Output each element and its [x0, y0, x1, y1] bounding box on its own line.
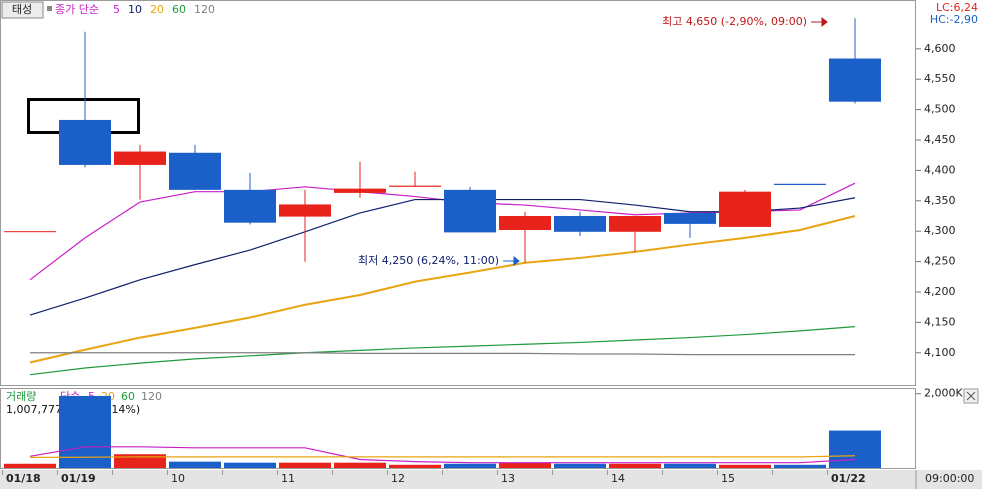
high-annotation: 최고 4,650 (-2,90%, 09:00): [662, 15, 807, 28]
volume-bar: [829, 430, 881, 468]
volume-bar: [389, 464, 441, 468]
volume-bar: [334, 462, 386, 468]
volume-bar: [664, 463, 716, 468]
candle-body: [554, 215, 606, 232]
legend-entry: 5: [113, 3, 120, 16]
x-tick-label: 01/19: [61, 472, 96, 485]
x-tick-label: 15: [721, 472, 735, 485]
y-tick-label: 4,500: [924, 103, 956, 116]
candle-body: [829, 58, 881, 102]
x-tick-label: 13: [501, 472, 515, 485]
x-tick-label: 10: [171, 472, 185, 485]
volume-bar: [224, 462, 276, 468]
candle-body: [719, 191, 771, 227]
y-tick-label: 4,350: [924, 194, 956, 207]
candle-body: [774, 183, 826, 185]
ma-line: [29, 455, 856, 458]
candle-body: [59, 119, 111, 165]
volume-bar: [279, 462, 331, 468]
symbol: 태성: [12, 3, 32, 16]
y-tick-label: 4,600: [924, 42, 956, 55]
y-tick-label: 4,200: [924, 285, 956, 298]
candle-body: [389, 185, 441, 187]
collapse-icon: [966, 391, 976, 401]
volume-bar: [59, 395, 111, 468]
hc-label: HC:-2,90: [930, 13, 978, 26]
y-tick-label: 4,450: [924, 133, 956, 146]
ma-line: [29, 197, 856, 316]
volume-bar: [444, 463, 496, 468]
high-arrow: [811, 16, 828, 28]
lc-label: LC:6,24: [936, 1, 978, 14]
x-tick-label: 01/22: [831, 472, 866, 485]
ma-line: [29, 326, 856, 376]
x-tick-label: 12: [391, 472, 405, 485]
candle-body: [609, 215, 661, 232]
candle-body: [444, 189, 496, 233]
legend-title: 종가 단순: [55, 3, 99, 16]
y-tick-label: 4,150: [924, 315, 956, 328]
volume-legend-title: 거래량: [6, 390, 36, 403]
y-tick-label: 2,000K: [924, 387, 963, 400]
volume-legend-entry: 60: [121, 390, 135, 403]
legend-entry: 120: [194, 3, 215, 16]
volume-bar: [499, 462, 551, 468]
volume-bar: [114, 454, 166, 468]
low-arrow: [503, 255, 520, 267]
candle-body: [334, 188, 386, 193]
ma-line: [30, 352, 855, 356]
legend-entry: 10: [128, 3, 142, 16]
legend-marker: [47, 6, 52, 11]
candle-body: [224, 189, 276, 223]
volume-bar: [609, 463, 661, 468]
x-tick-label: 01/18: [6, 472, 41, 485]
volume-panel: [0, 388, 916, 469]
volume-bar: [4, 463, 56, 468]
x-tick-label: 14: [611, 472, 625, 485]
candle-body: [4, 231, 56, 233]
y-tick-label: 4,300: [924, 224, 956, 237]
x-tick-label: 11: [281, 472, 295, 485]
volume-bar: [169, 461, 221, 468]
volume-legend-entry: 120: [141, 390, 162, 403]
volume-bar: [719, 464, 771, 468]
price-panel: [0, 0, 916, 386]
time-axis-band: [0, 470, 982, 489]
candle-body: [664, 212, 716, 224]
candle-body: [279, 204, 331, 217]
y-tick-label: 4,100: [924, 346, 956, 359]
symbol-box[interactable]: [1, 1, 44, 19]
y-tick-label: 4,400: [924, 163, 956, 176]
legend-entry: 60: [172, 3, 186, 16]
y-tick-label: 4,550: [924, 72, 956, 85]
volume-bar: [554, 463, 606, 468]
time-label: 09:00:00: [925, 472, 974, 485]
volume-bar: [774, 464, 826, 468]
ma-line: [29, 446, 856, 464]
y-tick-label: 4,250: [924, 255, 956, 268]
candle-body: [499, 215, 551, 230]
low-annotation: 최저 4,250 (6,24%, 11:00): [358, 254, 499, 267]
ma-line: [29, 215, 856, 364]
candle-body: [169, 152, 221, 190]
legend-entry: 20: [150, 3, 164, 16]
candle-body: [114, 151, 166, 165]
